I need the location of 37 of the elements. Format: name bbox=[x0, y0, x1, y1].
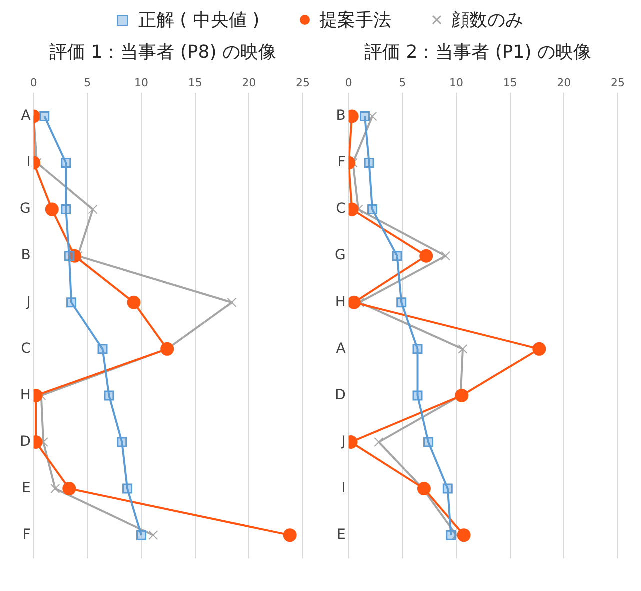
y-tick-label: J bbox=[340, 434, 346, 450]
y-tick-label: C bbox=[336, 201, 346, 218]
y-tick-label: F bbox=[22, 526, 31, 543]
y-tick-label: E bbox=[336, 526, 346, 543]
y-tick-label: G bbox=[334, 248, 346, 264]
x-tick-label: 5 bbox=[399, 76, 406, 90]
x-tick-label: 0 bbox=[345, 76, 352, 90]
y-tick-label: C bbox=[21, 340, 32, 357]
y-tick-label: J bbox=[26, 294, 31, 310]
y-tick-label: D bbox=[335, 387, 346, 404]
y-tick-label: B bbox=[336, 108, 346, 124]
x-tick-label: 10 bbox=[134, 76, 149, 90]
x-tick-label: 20 bbox=[557, 76, 572, 90]
y-tick-label: A bbox=[336, 340, 346, 357]
legend-label: 正解 ( 中央値 ) bbox=[138, 9, 260, 32]
x-tick-label: 20 bbox=[242, 76, 256, 90]
y-tick-label: A bbox=[21, 108, 32, 124]
y-tick-label: I bbox=[26, 154, 31, 171]
y-tick-label: H bbox=[335, 294, 346, 310]
x-tick-label: 0 bbox=[30, 76, 38, 90]
chart-title: 評価 2：当事者 (P1) の映像 bbox=[364, 41, 592, 64]
x-tick-label: 15 bbox=[188, 76, 202, 90]
y-tick-label: B bbox=[21, 248, 31, 264]
y-tick-label: E bbox=[22, 480, 31, 496]
y-tick-label: D bbox=[20, 434, 31, 450]
y-tick-label: F bbox=[338, 154, 346, 171]
legend-label: 顔数のみ bbox=[452, 9, 524, 32]
y-tick-label: G bbox=[20, 201, 31, 218]
y-tick-label: I bbox=[342, 480, 346, 496]
x-tick-label: 15 bbox=[503, 76, 518, 90]
legend-label: 提案手法 bbox=[320, 9, 392, 32]
chart-title: 評価 1：当事者 (P8) の映像 bbox=[50, 41, 276, 64]
x-tick-label: 5 bbox=[84, 76, 92, 90]
x-tick-label: 10 bbox=[450, 76, 464, 90]
x-tick-label: 25 bbox=[296, 76, 310, 90]
y-tick-label: H bbox=[20, 387, 31, 404]
x-tick-label: 25 bbox=[611, 76, 625, 90]
